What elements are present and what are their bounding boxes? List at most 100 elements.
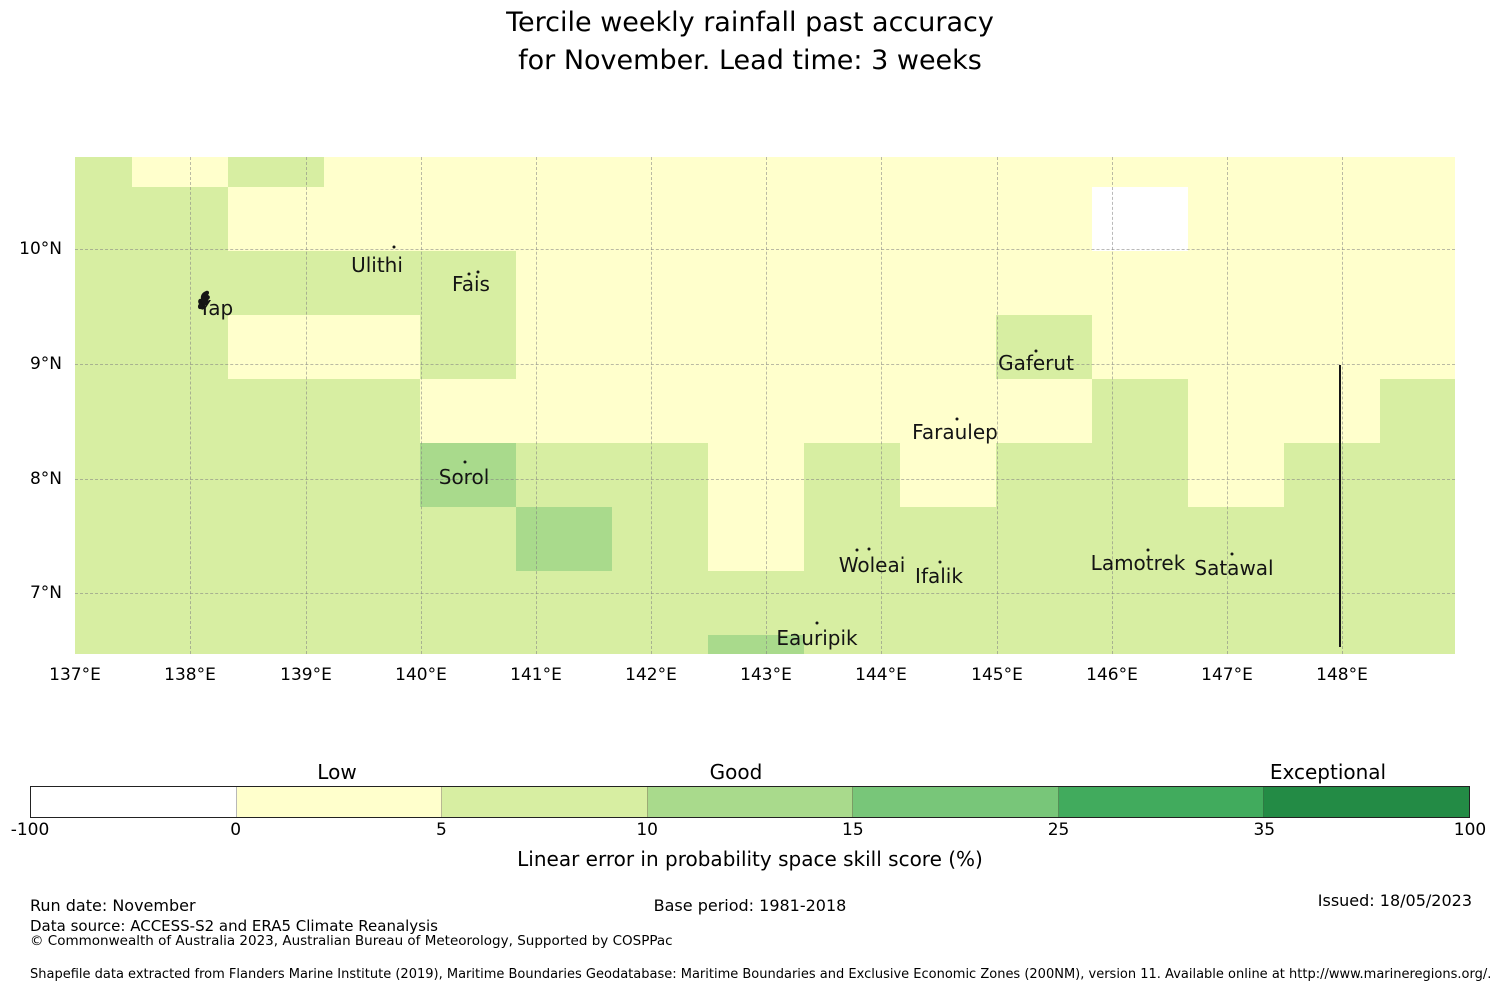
longitude-gridline [766, 157, 767, 654]
yap-island-shape [197, 290, 210, 310]
map-cell [1284, 379, 1380, 443]
maritime-boundary-line [1339, 365, 1341, 647]
map-cell [708, 635, 804, 654]
map-cell [324, 379, 420, 443]
map-cell [708, 571, 804, 635]
map-cell [804, 571, 900, 635]
map-cell [516, 507, 612, 571]
island-marker-dot [1034, 349, 1038, 353]
map-cell [516, 379, 612, 443]
map-cell [612, 443, 708, 507]
map-cell [1380, 315, 1455, 379]
y-tick-label: 9°N [29, 354, 62, 374]
colorbar-segment [647, 787, 854, 817]
map-cell [228, 635, 324, 654]
x-tick-label: 140°E [395, 665, 447, 685]
colorbar-tick-label: -100 [10, 820, 50, 840]
map-cell [228, 157, 324, 187]
map-cell [1188, 157, 1284, 187]
longitude-gridline [306, 157, 307, 654]
colorbar-segment [1264, 787, 1470, 817]
island-marker-dot [463, 460, 467, 464]
map-cell [420, 315, 516, 379]
map-cell [1284, 187, 1380, 251]
map-cell [1092, 635, 1188, 654]
map-cell [900, 251, 996, 315]
island-label: Sorol [438, 465, 490, 489]
map-cell [612, 379, 708, 443]
island-label: Faraulep [912, 420, 998, 444]
map-cell [324, 157, 420, 187]
map-cell [708, 507, 804, 571]
map-cell [1188, 507, 1284, 571]
map-cell [708, 157, 804, 187]
map-cell [1188, 379, 1284, 443]
map-cell [132, 251, 228, 315]
x-tick-label: 142°E [625, 665, 677, 685]
map-cell [900, 507, 996, 571]
map-cell [804, 187, 900, 251]
island-label: Gaferut [998, 351, 1074, 375]
longitude-gridline [1112, 157, 1113, 654]
map-cell [612, 157, 708, 187]
map-cell [1092, 315, 1188, 379]
island-label: Satawal [1194, 556, 1274, 580]
longitude-gridline [1342, 157, 1343, 654]
map-cell [996, 635, 1092, 654]
map-cell [1284, 507, 1380, 571]
colorbar-zone-label: Low [317, 760, 357, 784]
longitude-gridline [881, 157, 882, 654]
shapefile-attribution-text: Shapefile data extracted from Flanders M… [30, 967, 1492, 982]
map-cell [1284, 635, 1380, 654]
map-cell [75, 571, 132, 635]
colorbar-segment [442, 787, 648, 817]
map-cell [516, 315, 612, 379]
x-tick-label: 143°E [740, 665, 792, 685]
latitude-gridline [75, 364, 1455, 365]
map-cell [228, 251, 324, 315]
map-cell [228, 315, 324, 379]
map-cell [420, 507, 516, 571]
island-marker-dot [855, 548, 859, 552]
island-marker-dot [1146, 548, 1150, 552]
map-cell [420, 443, 516, 507]
map-cell [516, 157, 612, 187]
colorbar-zone-label: Exceptional [1269, 760, 1387, 784]
map-cell [132, 571, 228, 635]
map-cell [132, 443, 228, 507]
island-label: Lamotrek [1090, 551, 1186, 575]
x-tick-label: 145°E [971, 665, 1023, 685]
colorbar-zone-label: Good [709, 760, 763, 784]
map-cell [1188, 315, 1284, 379]
map-cell [804, 315, 900, 379]
map-cell [708, 251, 804, 315]
map-cell [324, 443, 420, 507]
map-cell [708, 315, 804, 379]
map-plot-area: Yap Ulithi Fais Sorol Gaferut Faraulep Woleai I… [75, 157, 1455, 654]
map-cell [324, 315, 420, 379]
map-cell [900, 315, 996, 379]
map-cell [420, 187, 516, 251]
map-cell [996, 157, 1092, 187]
map-cell [1092, 187, 1188, 251]
colorbar-tick-label: 100 [1453, 820, 1487, 840]
map-cell [612, 507, 708, 571]
map-cell [420, 157, 516, 187]
map-cell [996, 443, 1092, 507]
island-label: Fais [452, 272, 490, 296]
map-cell [324, 507, 420, 571]
map-cell [708, 443, 804, 507]
colorbar-axis-label: Linear error in probability space skill … [517, 847, 983, 871]
island-marker-dot [815, 621, 819, 625]
map-cell [804, 379, 900, 443]
map-cell [1284, 157, 1380, 187]
map-cell [996, 315, 1092, 379]
map-cell [996, 251, 1092, 315]
map-cell [1284, 251, 1380, 315]
y-tick-label: 8°N [29, 469, 62, 489]
map-cell [708, 187, 804, 251]
map-cell [420, 379, 516, 443]
data-source-text: Data source: ACCESS-S2 and ERA5 Climate … [30, 917, 438, 935]
x-tick-label: 141°E [510, 665, 562, 685]
colorbar-tick-label: 25 [1047, 820, 1070, 840]
